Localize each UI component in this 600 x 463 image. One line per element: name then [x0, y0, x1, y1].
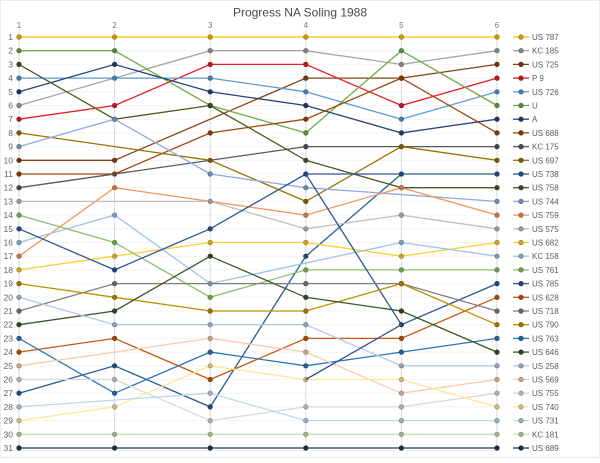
svg-text:30: 30	[4, 429, 14, 439]
svg-text:US 682: US 682	[532, 239, 559, 248]
svg-text:US 688: US 688	[532, 129, 559, 138]
svg-text:5: 5	[399, 21, 404, 30]
svg-text:22: 22	[4, 320, 14, 330]
svg-text:6: 6	[495, 21, 500, 30]
svg-text:P 9: P 9	[532, 74, 544, 83]
svg-text:14: 14	[4, 210, 14, 220]
svg-text:US 758: US 758	[532, 184, 559, 193]
svg-text:KC 181: KC 181	[532, 430, 559, 439]
svg-text:US 761: US 761	[532, 266, 559, 275]
svg-text:US 755: US 755	[532, 389, 559, 398]
svg-text:24: 24	[4, 347, 14, 357]
svg-text:7: 7	[8, 114, 13, 124]
svg-text:US 790: US 790	[532, 321, 559, 330]
svg-text:5: 5	[8, 87, 13, 97]
svg-text:US 744: US 744	[532, 197, 559, 206]
svg-text:18: 18	[4, 265, 14, 275]
svg-text:US 738: US 738	[532, 170, 559, 179]
svg-text:27: 27	[4, 388, 14, 398]
svg-text:US 697: US 697	[532, 156, 559, 165]
svg-text:2: 2	[112, 21, 117, 30]
svg-text:KC 185: KC 185	[532, 47, 559, 56]
svg-text:KC 158: KC 158	[532, 252, 559, 261]
svg-text:6: 6	[8, 101, 13, 111]
svg-text:US 740: US 740	[532, 403, 559, 412]
svg-text:19: 19	[4, 279, 14, 289]
svg-text:8: 8	[8, 128, 13, 138]
svg-text:US 689: US 689	[532, 444, 559, 453]
svg-text:15: 15	[4, 224, 14, 234]
svg-text:US 759: US 759	[532, 211, 559, 220]
svg-text:A: A	[532, 115, 538, 124]
svg-text:US 575: US 575	[532, 225, 559, 234]
svg-text:2: 2	[8, 46, 13, 56]
svg-text:U: U	[532, 102, 538, 111]
svg-text:US 718: US 718	[532, 307, 559, 316]
svg-text:US 763: US 763	[532, 334, 559, 343]
svg-text:26: 26	[4, 375, 14, 385]
svg-text:US 785: US 785	[532, 280, 559, 289]
svg-text:21: 21	[4, 306, 14, 316]
svg-text:3: 3	[8, 59, 13, 69]
svg-text:1: 1	[17, 21, 22, 30]
svg-text:11: 11	[4, 169, 13, 179]
svg-text:US 569: US 569	[532, 376, 559, 385]
svg-text:4: 4	[8, 73, 13, 83]
svg-text:US 258: US 258	[532, 362, 559, 371]
svg-text:US 628: US 628	[532, 293, 559, 302]
svg-text:28: 28	[4, 402, 14, 412]
svg-text:17: 17	[4, 251, 14, 261]
svg-text:4: 4	[304, 21, 309, 30]
svg-text:13: 13	[4, 196, 14, 206]
svg-text:1: 1	[8, 32, 13, 42]
svg-text:US 725: US 725	[532, 60, 559, 69]
svg-text:10: 10	[4, 155, 14, 165]
svg-text:US 731: US 731	[532, 417, 559, 426]
svg-text:16: 16	[4, 238, 14, 248]
svg-text:9: 9	[8, 142, 13, 152]
svg-text:25: 25	[4, 361, 14, 371]
svg-text:3: 3	[208, 21, 213, 30]
svg-text:31: 31	[4, 443, 14, 453]
svg-text:29: 29	[4, 416, 14, 426]
svg-text:Progress NA Soling 1988: Progress NA Soling 1988	[233, 6, 367, 20]
svg-text:US 646: US 646	[532, 348, 559, 357]
svg-text:KC 175: KC 175	[532, 143, 559, 152]
svg-text:12: 12	[4, 183, 14, 193]
svg-text:US 787: US 787	[532, 33, 559, 42]
svg-text:US 726: US 726	[532, 88, 559, 97]
svg-text:23: 23	[4, 333, 14, 343]
svg-text:20: 20	[4, 292, 14, 302]
